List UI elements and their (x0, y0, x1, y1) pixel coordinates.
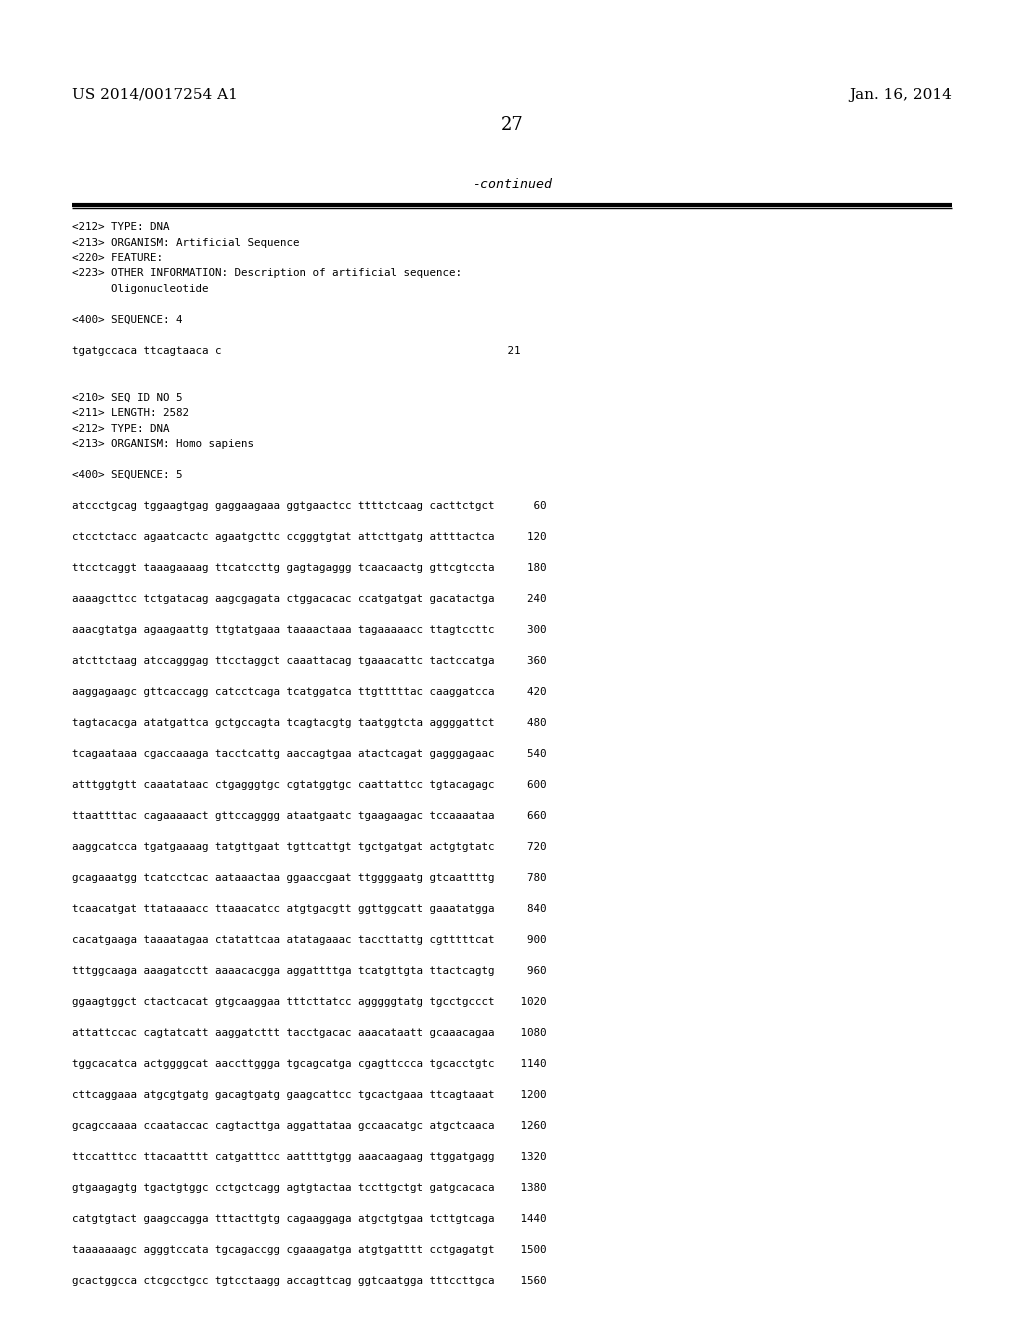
Text: gcagccaaaa ccaataccac cagtacttga aggattataa gccaacatgc atgctcaaca    1260: gcagccaaaa ccaataccac cagtacttga aggatta… (72, 1121, 547, 1131)
Text: <400> SEQUENCE: 5: <400> SEQUENCE: 5 (72, 470, 182, 480)
Text: aaggcatcca tgatgaaaag tatgttgaat tgttcattgt tgctgatgat actgtgtatc     720: aaggcatcca tgatgaaaag tatgttgaat tgttcat… (72, 842, 547, 851)
Text: -continued: -continued (472, 178, 552, 191)
Text: 27: 27 (501, 116, 523, 135)
Text: <400> SEQUENCE: 4: <400> SEQUENCE: 4 (72, 315, 182, 325)
Text: aaggagaagc gttcaccagg catcctcaga tcatggatca ttgtttttac caaggatcca     420: aaggagaagc gttcaccagg catcctcaga tcatgga… (72, 686, 547, 697)
Text: Jan. 16, 2014: Jan. 16, 2014 (849, 88, 952, 102)
Text: ttaattttac cagaaaaact gttccagggg ataatgaatc tgaagaagac tccaaaataa     660: ttaattttac cagaaaaact gttccagggg ataatga… (72, 810, 547, 821)
Text: <212> TYPE: DNA: <212> TYPE: DNA (72, 424, 170, 433)
Text: <223> OTHER INFORMATION: Description of artificial sequence:: <223> OTHER INFORMATION: Description of … (72, 268, 462, 279)
Text: ctcctctacc agaatcactc agaatgcttc ccgggtgtat attcttgatg attttactca     120: ctcctctacc agaatcactc agaatgcttc ccgggtg… (72, 532, 547, 543)
Text: <211> LENGTH: 2582: <211> LENGTH: 2582 (72, 408, 189, 418)
Text: <220> FEATURE:: <220> FEATURE: (72, 253, 163, 263)
Text: <212> TYPE: DNA: <212> TYPE: DNA (72, 222, 170, 232)
Text: <213> ORGANISM: Artificial Sequence: <213> ORGANISM: Artificial Sequence (72, 238, 299, 248)
Text: ggaagtggct ctactcacat gtgcaaggaa tttcttatcc agggggtatg tgcctgccct    1020: ggaagtggct ctactcacat gtgcaaggaa tttctta… (72, 997, 547, 1007)
Text: tttggcaaga aaagatcctt aaaacacgga aggattttga tcatgttgta ttactcagtg     960: tttggcaaga aaagatcctt aaaacacgga aggattt… (72, 966, 547, 975)
Text: aaacgtatga agaagaattg ttgtatgaaa taaaactaaa tagaaaaacc ttagtccttc     300: aaacgtatga agaagaattg ttgtatgaaa taaaact… (72, 624, 547, 635)
Text: tgatgccaca ttcagtaaca c                                            21: tgatgccaca ttcagtaaca c 21 (72, 346, 520, 356)
Text: tagtacacga atatgattca gctgccagta tcagtacgtg taatggtcta aggggattct     480: tagtacacga atatgattca gctgccagta tcagtac… (72, 718, 547, 729)
Text: gcagaaatgg tcatcctcac aataaactaa ggaaccgaat ttggggaatg gtcaattttg     780: gcagaaatgg tcatcctcac aataaactaa ggaaccg… (72, 873, 547, 883)
Text: ttcctcaggt taaagaaaag ttcatccttg gagtagaggg tcaacaactg gttcgtccta     180: ttcctcaggt taaagaaaag ttcatccttg gagtaga… (72, 564, 547, 573)
Text: <210> SEQ ID NO 5: <210> SEQ ID NO 5 (72, 392, 182, 403)
Text: tcaacatgat ttataaaacc ttaaacatcc atgtgacgtt ggttggcatt gaaatatgga     840: tcaacatgat ttataaaacc ttaaacatcc atgtgac… (72, 904, 547, 913)
Text: tcagaataaa cgaccaaaga tacctcattg aaccagtgaa atactcagat gagggagaac     540: tcagaataaa cgaccaaaga tacctcattg aaccagt… (72, 748, 547, 759)
Text: attattccac cagtatcatt aaggatcttt tacctgacac aaacataatt gcaaacagaa    1080: attattccac cagtatcatt aaggatcttt tacctga… (72, 1028, 547, 1038)
Text: atcttctaag atccagggag ttcctaggct caaattacag tgaaacattc tactccatga     360: atcttctaag atccagggag ttcctaggct caaatta… (72, 656, 547, 667)
Text: aaaagcttcc tctgatacag aagcgagata ctggacacac ccatgatgat gacatactga     240: aaaagcttcc tctgatacag aagcgagata ctggaca… (72, 594, 547, 605)
Text: <213> ORGANISM: Homo sapiens: <213> ORGANISM: Homo sapiens (72, 440, 254, 449)
Text: cacatgaaga taaaatagaa ctatattcaa atatagaaac taccttattg cgtttttcat     900: cacatgaaga taaaatagaa ctatattcaa atataga… (72, 935, 547, 945)
Text: ttccatttcc ttacaatttt catgatttcc aattttgtgg aaacaagaag ttggatgagg    1320: ttccatttcc ttacaatttt catgatttcc aattttg… (72, 1152, 547, 1162)
Text: gcactggcca ctcgcctgcc tgtcctaagg accagttcag ggtcaatgga tttccttgca    1560: gcactggcca ctcgcctgcc tgtcctaagg accagtt… (72, 1276, 547, 1286)
Text: cttcaggaaa atgcgtgatg gacagtgatg gaagcattcc tgcactgaaa ttcagtaaat    1200: cttcaggaaa atgcgtgatg gacagtgatg gaagcat… (72, 1090, 547, 1100)
Text: gtgaagagtg tgactgtggc cctgctcagg agtgtactaa tccttgctgt gatgcacaca    1380: gtgaagagtg tgactgtggc cctgctcagg agtgtac… (72, 1183, 547, 1193)
Text: tggcacatca actggggcat aaccttggga tgcagcatga cgagttccca tgcacctgtc    1140: tggcacatca actggggcat aaccttggga tgcagca… (72, 1059, 547, 1069)
Text: atttggtgtt caaatataac ctgagggtgc cgtatggtgc caattattcc tgtacagagc     600: atttggtgtt caaatataac ctgagggtgc cgtatgg… (72, 780, 547, 789)
Text: catgtgtact gaagccagga tttacttgtg cagaaggaga atgctgtgaa tcttgtcaga    1440: catgtgtact gaagccagga tttacttgtg cagaagg… (72, 1214, 547, 1224)
Text: taaaaaaagc agggtccata tgcagaccgg cgaaagatga atgtgatttt cctgagatgt    1500: taaaaaaagc agggtccata tgcagaccgg cgaaaga… (72, 1245, 547, 1255)
Text: Oligonucleotide: Oligonucleotide (72, 284, 209, 294)
Text: atccctgcag tggaagtgag gaggaagaaa ggtgaactcc ttttctcaag cacttctgct      60: atccctgcag tggaagtgag gaggaagaaa ggtgaac… (72, 502, 547, 511)
Text: US 2014/0017254 A1: US 2014/0017254 A1 (72, 88, 238, 102)
